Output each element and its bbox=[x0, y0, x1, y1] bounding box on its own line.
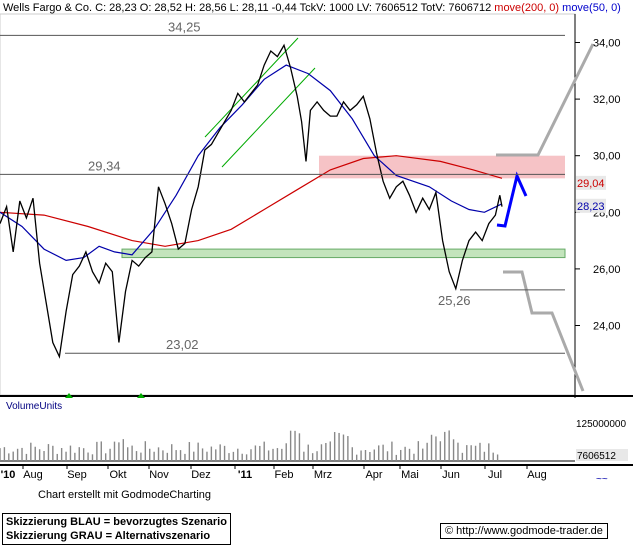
x-tick-label: Aug bbox=[527, 469, 547, 481]
scenario-gray-up-path bbox=[496, 43, 595, 157]
zone-resistance bbox=[319, 155, 565, 179]
x-tick-label: Mrz bbox=[314, 469, 332, 481]
ma200-legend: move(200, 0) bbox=[494, 2, 560, 14]
ma50-legend: move(50, 0) bbox=[562, 2, 621, 14]
level-label: 23,02 bbox=[166, 337, 199, 352]
x-tick-label: Jun bbox=[442, 469, 460, 481]
symbol-name: Wells Fargo & Co. bbox=[3, 2, 93, 14]
legend-blue: Skizzierung BLAU = bevorzugtes Szenario bbox=[6, 516, 227, 528]
x-tick-label: '10 bbox=[1, 469, 16, 481]
trend-channel-upper bbox=[204, 37, 299, 138]
x-tick-label: Feb bbox=[275, 469, 294, 481]
scenario-legend: Skizzierung BLAU = bevorzugtes Szenario … bbox=[2, 513, 231, 545]
quote-line: C: 28,23 O: 28,52 H: 28,56 L: 28,11 -0,4… bbox=[95, 2, 492, 14]
x-tick-label: Nov bbox=[149, 469, 169, 481]
y-tick-label: 30,00 bbox=[593, 151, 621, 163]
level-label: 34,25 bbox=[168, 19, 201, 34]
x-tick-label: Aug bbox=[23, 469, 43, 481]
volume-label: VolumeUnits bbox=[6, 401, 63, 412]
chart-header: Wells Fargo & Co. C: 28,23 O: 28,52 H: 2… bbox=[3, 2, 621, 14]
volume-marker-label: 7606512 bbox=[577, 451, 616, 462]
x-tick-label: Apr bbox=[365, 469, 382, 481]
x-tick-label: '11 bbox=[238, 469, 252, 481]
low-marker-sep bbox=[65, 393, 73, 398]
series-price bbox=[0, 43, 503, 359]
volume-marker-box bbox=[576, 449, 628, 461]
x-tick-label: Jul bbox=[488, 469, 502, 481]
y-tick-label: 32,00 bbox=[593, 94, 621, 106]
price-marker-label: 28,23 bbox=[577, 201, 605, 213]
website-url: http://www.godmode-trader.de bbox=[456, 525, 603, 537]
x-tick-label: Sep bbox=[67, 469, 87, 481]
x-tick-label: Mai bbox=[401, 469, 419, 481]
x-tick-label: Okt bbox=[109, 469, 126, 481]
series-move-200-0- bbox=[0, 155, 503, 247]
x-tick-label: Dez bbox=[191, 469, 211, 481]
y-tick-label: 34,00 bbox=[593, 38, 621, 50]
scenario-gray-down-path bbox=[503, 270, 585, 392]
level-label: 25,26 bbox=[438, 293, 471, 308]
legend-gray: Skizzierung GRAU = Alternativszenario bbox=[6, 530, 211, 542]
volume-tick-label: 125000000 bbox=[576, 419, 626, 430]
corner-glyph: ~~ bbox=[596, 474, 608, 485]
y-tick-label: 26,00 bbox=[593, 264, 621, 276]
copyright-icon: © bbox=[445, 525, 454, 537]
scenario-blue-path bbox=[496, 171, 528, 228]
level-label: 29,34 bbox=[88, 158, 121, 173]
y-tick-label: 24,00 bbox=[593, 321, 621, 333]
price-marker-box bbox=[576, 175, 606, 190]
trend-channel-lower bbox=[221, 67, 316, 168]
price-panel-frame bbox=[0, 13, 576, 396]
price-marker-box bbox=[576, 198, 606, 213]
low-marker-nov bbox=[137, 393, 145, 398]
price-marker-label: 29,04 bbox=[577, 178, 605, 190]
zone-support bbox=[121, 248, 566, 259]
chart-credit: Chart erstellt mit GodmodeCharting bbox=[38, 489, 212, 501]
website-link[interactable]: © http://www.godmode-trader.de bbox=[440, 523, 608, 539]
